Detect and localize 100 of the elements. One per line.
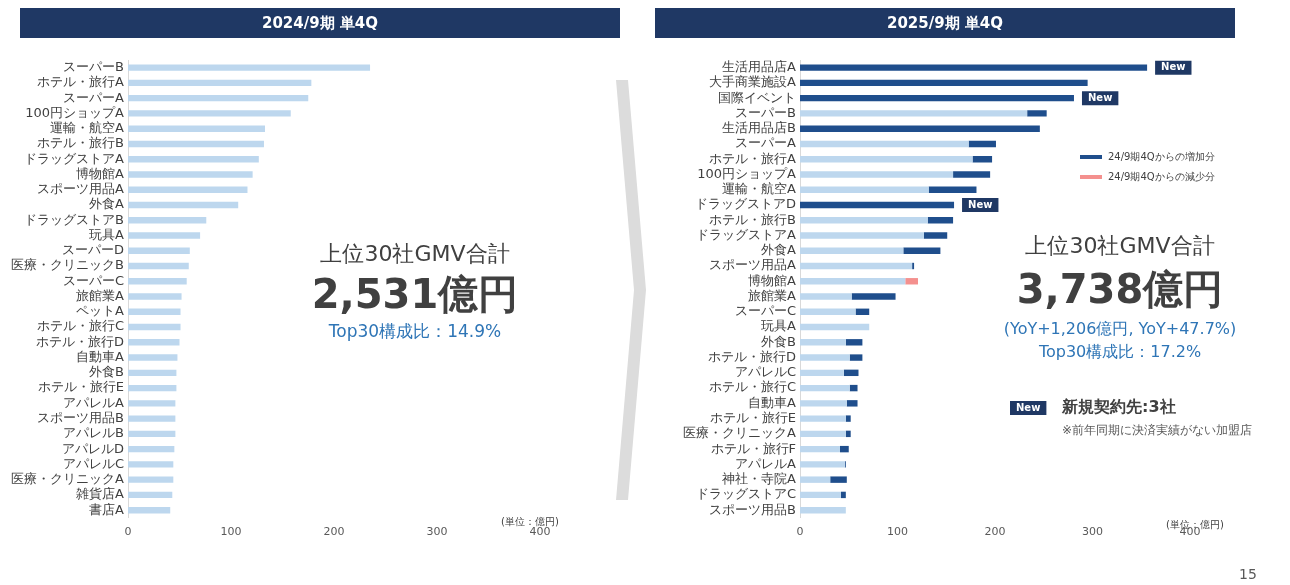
y-tick-label: 100円ショップA <box>697 165 797 181</box>
y-tick-label: アパレルC <box>62 455 124 471</box>
bar <box>128 339 180 346</box>
y-tick-label: ドラッグストアA <box>24 150 125 166</box>
y-tick-label: 玩具A <box>89 226 125 242</box>
y-tick-label: 外食A <box>89 196 125 212</box>
bar <box>128 445 175 453</box>
bar <box>128 232 201 239</box>
bar <box>928 186 977 193</box>
y-tick-label: スーパーC <box>62 272 124 288</box>
bar <box>800 186 929 193</box>
bar <box>128 506 171 514</box>
y-tick-label: 生活用品店B <box>722 120 796 136</box>
bar <box>128 476 174 483</box>
x-tick-label: 100 <box>887 525 908 539</box>
bar <box>953 171 991 178</box>
bar <box>855 308 870 315</box>
bar <box>800 491 841 499</box>
y-tick-label: ホテル・旅行D <box>35 333 124 349</box>
bar <box>800 445 840 453</box>
y-tick-label: 運輸・航空A <box>722 181 797 197</box>
y-tick-label: 神社・寺院A <box>722 471 797 487</box>
bar <box>851 293 896 300</box>
y-tick-label: 国際イベント <box>718 89 796 105</box>
bar <box>800 217 928 224</box>
y-tick-label: ホテル・旅行B <box>709 211 796 227</box>
y-tick-label: ホテル・旅行E <box>709 409 796 425</box>
bar <box>128 400 176 407</box>
x-tick-label: 100 <box>220 525 242 539</box>
bar <box>845 430 851 438</box>
y-tick-label: ドラッグストアB <box>24 211 124 227</box>
y-tick-label: 運輸・航空A <box>50 120 125 136</box>
bar <box>800 201 955 209</box>
bar <box>128 64 371 71</box>
bar <box>128 384 177 392</box>
bar <box>128 415 176 422</box>
y-tick-label: 外食B <box>761 333 796 349</box>
annotation: 上位30社GMV合計 <box>320 240 510 266</box>
bar <box>905 278 918 285</box>
x-tick-label: 0 <box>124 525 132 539</box>
bar <box>128 430 176 438</box>
x-tick-label: 300 <box>426 525 448 539</box>
bar <box>128 94 309 102</box>
annotation: (単位：億円) <box>501 515 559 527</box>
y-tick-label: 自動車A <box>748 394 797 410</box>
bar <box>800 415 846 422</box>
y-tick-label: ホテル・旅行E <box>37 379 124 395</box>
bar <box>128 308 181 315</box>
legend-label: 24/9期4Qからの増加分 <box>1108 150 1215 162</box>
y-tick-label: 外食B <box>89 364 124 380</box>
bar <box>800 278 906 285</box>
bar <box>128 110 291 117</box>
y-tick-label: 玩具A <box>761 318 797 334</box>
bar <box>128 293 182 300</box>
bar <box>800 369 844 377</box>
annotation: 新規契約先:3社 <box>1061 397 1176 417</box>
bar <box>846 400 858 407</box>
bar <box>845 415 851 422</box>
y-tick-label: 大手商業施設A <box>709 74 797 90</box>
text: 15 <box>1239 565 1257 582</box>
bar <box>843 369 859 377</box>
x-tick-label: 300 <box>1082 525 1103 539</box>
bar <box>1027 110 1047 117</box>
y-tick-label: 自動車A <box>76 348 125 364</box>
bar <box>927 217 954 224</box>
y-tick-label: ドラッグストアD <box>694 196 796 212</box>
bar <box>128 247 190 254</box>
bar <box>128 140 264 148</box>
bar <box>800 506 846 514</box>
y-tick-label: スポーツ用品A <box>37 181 125 197</box>
y-tick-label: スーパーB <box>63 59 124 74</box>
bar <box>128 262 189 270</box>
bar <box>800 64 1148 71</box>
annotation: 上位30社GMV合計 <box>1025 232 1215 258</box>
y-tick-label: ペットA <box>76 303 125 319</box>
bar <box>972 155 993 163</box>
bar <box>800 430 846 438</box>
bar <box>128 171 253 178</box>
annotation: Top30構成比：14.9% <box>327 321 502 342</box>
bar <box>128 217 207 224</box>
bar <box>800 155 973 163</box>
bar <box>800 354 850 361</box>
annotation: New <box>1161 61 1186 73</box>
bar <box>128 201 239 209</box>
bar <box>800 262 913 270</box>
bar <box>968 140 996 148</box>
x-tick-label: 200 <box>984 525 1006 539</box>
y-tick-label: 100円ショップA <box>25 104 125 120</box>
bar <box>800 339 846 346</box>
bar <box>128 79 312 87</box>
annotation: New <box>1016 401 1041 413</box>
y-tick-label: 生活用品店A <box>722 59 797 74</box>
bar <box>923 232 948 239</box>
x-tick-label: 200 <box>323 525 345 539</box>
y-tick-label: ドラッグストアA <box>696 226 797 242</box>
y-tick-label: スーパーB <box>735 104 796 120</box>
y-tick-label: ホテル・旅行C <box>36 318 124 334</box>
bar <box>128 278 187 285</box>
y-tick-label: 医療・クリニックB <box>11 257 124 273</box>
bar <box>128 125 265 132</box>
